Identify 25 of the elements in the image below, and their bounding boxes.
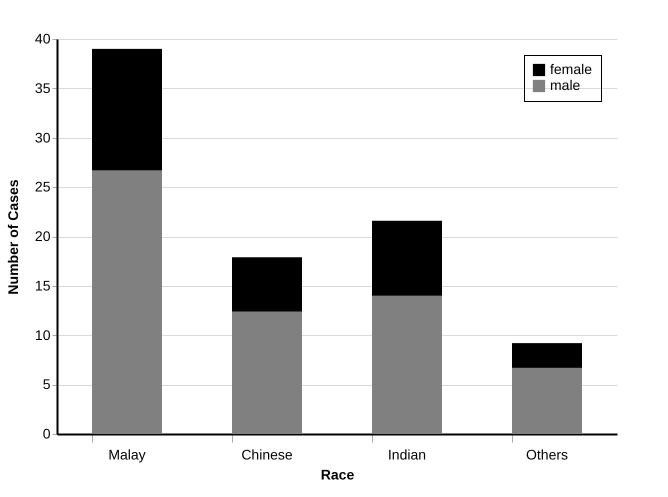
x-tick-label: Others <box>526 446 568 462</box>
bar <box>512 368 582 434</box>
y-tick-label: 25 <box>34 178 51 195</box>
x-tick-label: Chinese <box>241 446 293 462</box>
bar <box>232 257 302 312</box>
y-tick-label: 5 <box>42 376 51 392</box>
y-tick-label: 15 <box>34 277 51 294</box>
bar <box>232 312 302 434</box>
y-tick-label: 0 <box>42 426 51 442</box>
y-tick-label: 40 <box>34 30 51 46</box>
bar <box>372 296 442 434</box>
bar <box>92 170 162 434</box>
y-tick-label: 20 <box>34 228 51 244</box>
bar <box>372 220 442 296</box>
x-tick-label: Indian <box>388 446 426 462</box>
bar <box>512 343 582 368</box>
x-tick-label: Malay <box>108 446 146 462</box>
y-axis-title: Number of Cases <box>4 179 21 295</box>
legend-label: male <box>550 77 581 93</box>
x-axis-title: Race <box>320 466 354 482</box>
y-tick-label: 35 <box>34 80 51 96</box>
y-tick-label: 10 <box>34 326 51 343</box>
y-tick-label: 30 <box>34 129 51 146</box>
bar <box>92 48 162 170</box>
legend-label: female <box>550 61 592 77</box>
